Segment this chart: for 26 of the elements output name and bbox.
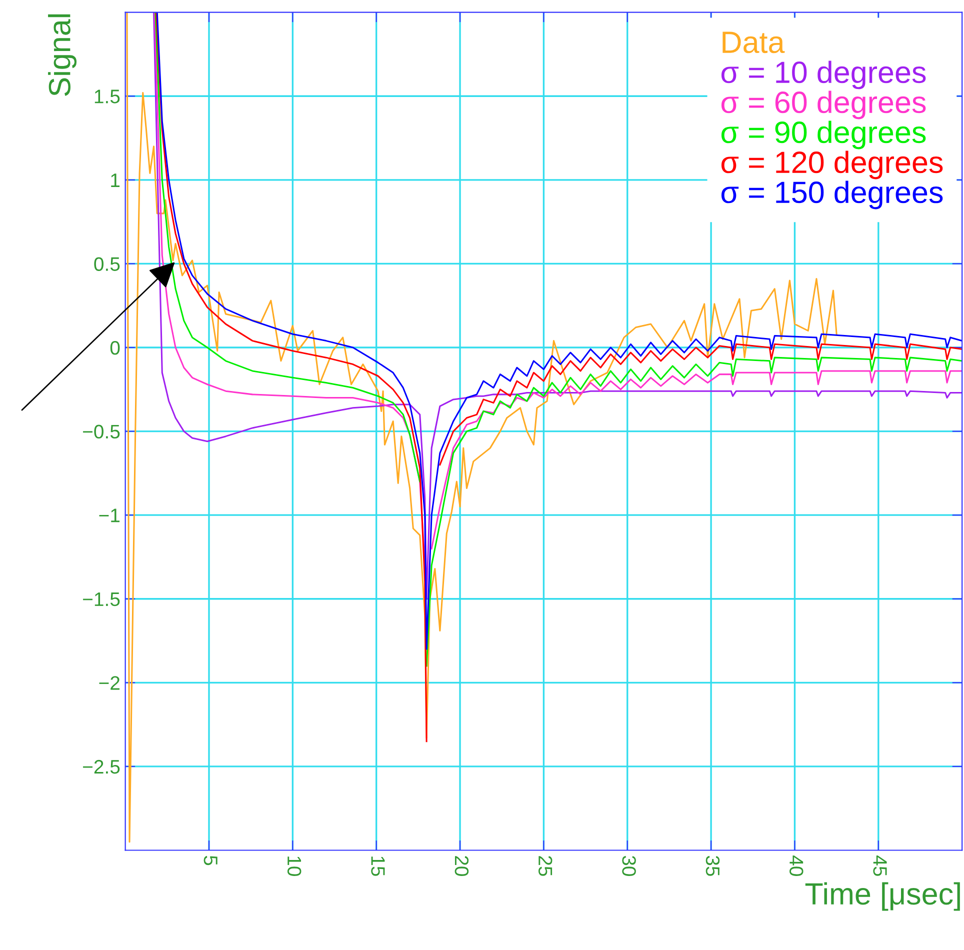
y-tick-label: −1.5 <box>83 592 120 606</box>
text: σ = 90 degrees <box>721 120 926 150</box>
x-tick-label: 25 <box>538 856 552 876</box>
x-tick-label: 10 <box>287 856 302 876</box>
x-tick-label: 20 <box>454 856 469 876</box>
y-tick-label: 0.5 <box>94 257 120 271</box>
text: σ = 10 degrees <box>721 60 926 90</box>
y-tick-label: 1 <box>111 174 120 187</box>
y-axis-title: Signal <box>48 14 77 96</box>
x-tick-label: 30 <box>622 856 636 876</box>
x-tick-label: 35 <box>706 856 720 876</box>
text: σ = 150 degrees <box>721 180 943 210</box>
text: Data <box>722 32 785 54</box>
y-tick-label: 1.5 <box>94 90 120 104</box>
y-tick-label: −0.5 <box>83 424 120 439</box>
y-tick-label: −2.5 <box>83 760 120 774</box>
x-tick-label: 45 <box>873 856 887 876</box>
y-tick-label: −2 <box>99 676 120 690</box>
text: σ = 60 degrees <box>721 90 926 120</box>
y-tick-label: 0 <box>110 340 120 355</box>
x-tick-label: 15 <box>371 856 385 876</box>
text: σ = 120 degrees <box>721 150 943 180</box>
x-axis-title: Time [μsec] <box>805 882 960 911</box>
x-tick-label: 5 <box>204 856 218 866</box>
x-tick-label: 40 <box>790 856 804 876</box>
y-tick-label: −1 <box>99 508 120 522</box>
